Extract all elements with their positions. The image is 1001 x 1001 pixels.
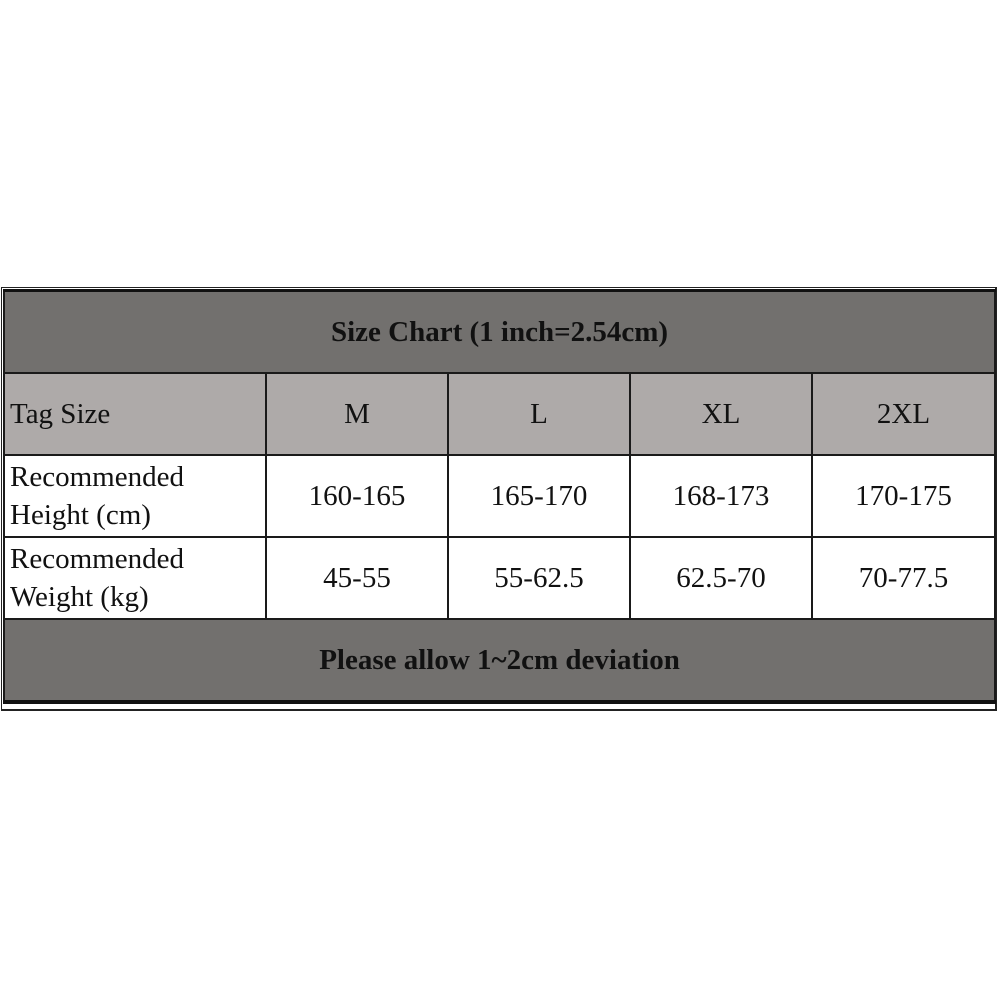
size-m: M xyxy=(265,372,449,456)
chart-frame xyxy=(1,287,997,711)
size-chart-table: Size Chart (1 inch=2.54cm) Tag Size M L … xyxy=(2,289,997,704)
table-cell: 165-170 xyxy=(447,454,631,538)
size-2xl: 2XL xyxy=(810,372,997,456)
table-cell: 55-62.5 xyxy=(447,536,631,620)
table-cell: 70-77.5 xyxy=(810,536,997,620)
row-label-weight: Recommended Weight (kg) xyxy=(3,536,267,620)
table-cell: 168-173 xyxy=(629,454,813,538)
deviation-note: Please allow 1~2cm deviation xyxy=(2,618,997,704)
row-label-line1: Recommended xyxy=(10,461,184,493)
row-label-line2: Weight (kg) xyxy=(10,581,149,613)
chart-title: Size Chart (1 inch=2.54cm) xyxy=(2,289,997,374)
size-xl: XL xyxy=(629,372,813,456)
size-l: L xyxy=(447,372,631,456)
table-cell: 160-165 xyxy=(265,454,449,538)
header-row: Tag Size M L XL 2XL xyxy=(3,372,997,456)
row-label-line1: Recommended xyxy=(10,543,184,575)
tag-size-label: Tag Size xyxy=(3,372,267,456)
table-row-weight: Recommended Weight (kg) 45-55 55-62.5 62.… xyxy=(3,536,997,620)
table-cell: 170-175 xyxy=(810,454,997,538)
table-cell: 45-55 xyxy=(265,536,449,620)
table-cell: 62.5-70 xyxy=(629,536,813,620)
title-row: Size Chart (1 inch=2.54cm) xyxy=(2,289,997,374)
row-label-height: Recommended Height (cm) xyxy=(3,454,267,538)
table-row-height: Recommended Height (cm) 160-165 165-170 1… xyxy=(3,454,997,538)
footer-row: Please allow 1~2cm deviation xyxy=(2,618,997,704)
row-label-line2: Height (cm) xyxy=(10,499,151,531)
